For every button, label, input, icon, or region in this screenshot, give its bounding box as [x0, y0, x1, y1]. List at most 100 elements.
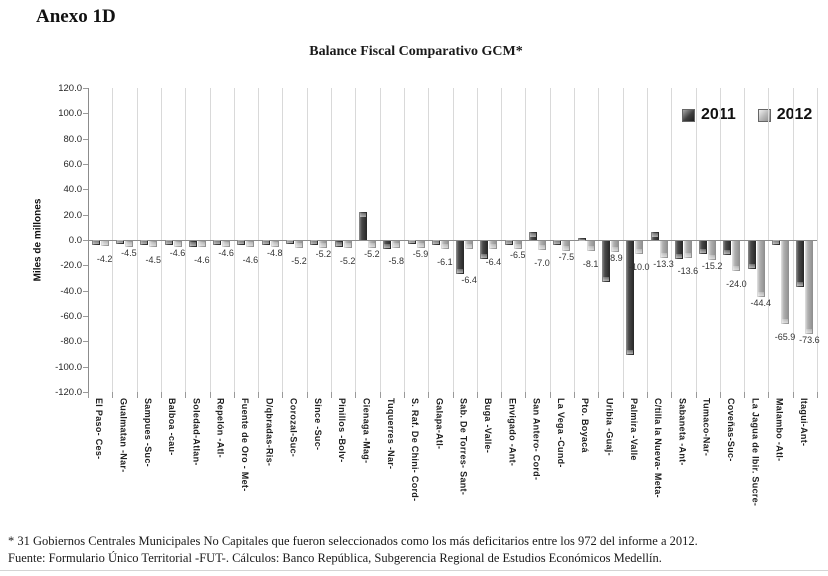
x-category-label: Repelón -Atl- — [215, 398, 226, 458]
x-category-label: Tuquerres -Nar- — [385, 398, 396, 470]
page-bottom-divider — [0, 570, 828, 571]
bar-2012 — [440, 241, 449, 249]
y-tick-label: 20.0 — [63, 209, 83, 221]
bar-2012 — [416, 241, 425, 249]
x-tick-mark — [549, 392, 551, 398]
x-category-label: Itagui-Ant- — [798, 398, 809, 447]
data-label-2012: -4.6 — [218, 247, 234, 258]
bar-2012 — [659, 241, 668, 258]
legend-label-2011: 2011 — [701, 106, 736, 123]
bar-cap — [611, 247, 618, 252]
bar-2011 — [456, 241, 465, 274]
bar-cap — [384, 243, 391, 248]
bar-2011 — [334, 241, 343, 248]
data-label-2012: -5.2 — [339, 255, 356, 266]
data-label-2012: -5.9 — [412, 249, 429, 260]
y-tick-label: 100.0 — [58, 108, 82, 120]
x-category-label: C/tilla la Nueva- Meta- — [653, 398, 664, 498]
bar-cap — [247, 241, 254, 246]
x-tick-mark — [695, 392, 697, 398]
bar-2011 — [747, 241, 756, 269]
x-tick-mark — [744, 392, 746, 398]
x-tick-mark — [306, 392, 308, 398]
bar-2012 — [173, 241, 182, 247]
bar-cap — [675, 253, 682, 258]
x-category-label: D/qbradas-Ris- — [264, 398, 275, 467]
bar-cap — [505, 239, 512, 244]
bar-2012 — [610, 241, 619, 253]
bar-2011 — [140, 240, 149, 246]
x-tick-mark — [792, 392, 794, 398]
bar-2011 — [213, 239, 222, 245]
bar-cap — [514, 244, 521, 249]
x-category-label: Soledad-Atlan- — [191, 398, 202, 466]
data-label-2012: -7.5 — [558, 251, 575, 262]
bar-cap — [797, 281, 804, 286]
bar-cap — [214, 239, 221, 244]
bar-cap — [223, 241, 230, 246]
bar-2011 — [553, 240, 562, 246]
bar-cap — [335, 242, 342, 247]
bar-2011 — [188, 241, 197, 247]
bar-cap — [150, 241, 157, 246]
bar-2011 — [164, 240, 173, 246]
bar-cap — [709, 255, 716, 260]
data-label-2012: -13.3 — [653, 258, 674, 269]
bar-2011 — [626, 241, 635, 355]
y-tick-mark — [83, 290, 88, 292]
data-label-2012: -8.9 — [607, 253, 623, 264]
bar-cap — [417, 243, 424, 248]
x-tick-mark — [646, 392, 648, 398]
bar-2011 — [237, 240, 246, 246]
chart-legend: 2011 2012 — [682, 106, 828, 124]
x-category-label: Balboa -cau- — [167, 398, 178, 456]
x-tick-mark — [160, 392, 162, 398]
bar-cap — [408, 239, 415, 244]
bar-2012 — [222, 241, 231, 247]
y-tick-label: -120.0 — [55, 387, 82, 398]
bar-2011 — [504, 239, 513, 245]
x-tick-mark — [671, 392, 673, 398]
bar-cap — [490, 244, 497, 249]
bar-cap — [344, 242, 351, 247]
data-label-2012: -6.4 — [461, 274, 477, 285]
bar-2011 — [699, 241, 708, 254]
bar-cap — [271, 242, 278, 247]
x-category-label: Corozal-Suc- — [288, 398, 299, 458]
x-category-label: Pto. Boyacá — [580, 398, 591, 453]
bar-cap — [724, 249, 731, 254]
x-category-label: San Antero- Cord- — [531, 398, 542, 481]
x-category-label: Fuente de Oro - Met- — [239, 398, 250, 492]
bar-2012 — [246, 241, 255, 247]
x-tick-mark — [379, 392, 381, 398]
x-tick-mark — [452, 392, 454, 398]
bar-cap — [198, 241, 205, 246]
bar-2011 — [91, 240, 100, 246]
x-category-label: La Vega -Cund- — [555, 398, 566, 468]
legend-swatch-2011-icon — [682, 108, 695, 122]
x-tick-mark — [622, 392, 624, 398]
data-label-2012: -4.8 — [266, 248, 283, 259]
bar-cap — [311, 240, 318, 245]
legend-item-2012: 2012 — [757, 106, 812, 124]
x-category-label: Gualmatan -Nar- — [118, 398, 129, 473]
bar-2012 — [586, 241, 595, 252]
x-tick-mark — [768, 392, 770, 398]
data-label-2012: -4.5 — [121, 247, 137, 258]
x-tick-mark — [501, 392, 503, 398]
data-label-2012: -4.6 — [242, 254, 259, 265]
bar-cap — [636, 248, 643, 253]
x-tick-mark — [598, 392, 600, 398]
data-label-2012: -73.6 — [799, 335, 820, 346]
x-tick-mark — [258, 392, 260, 398]
y-tick-mark — [83, 88, 88, 89]
bar-cap — [733, 266, 740, 271]
bar-2012 — [295, 241, 304, 248]
chart-title: Balance Fiscal Comparativo GCM* — [309, 44, 523, 59]
bar-2012 — [708, 241, 717, 261]
bar-2012 — [367, 241, 376, 248]
data-label-2012: -5.2 — [315, 248, 332, 259]
data-label-2012: -6.1 — [437, 256, 453, 267]
x-category-label: Malambo -Atl- — [774, 398, 785, 462]
bar-cap — [432, 239, 439, 244]
